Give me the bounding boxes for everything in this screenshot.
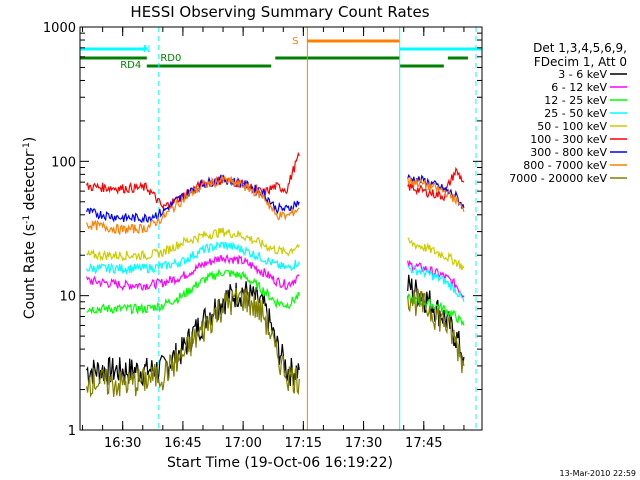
x-axis: 16:30 16:45 17:00 17:15 17:30 17:45 [82, 27, 465, 451]
chart-title: HESSI Observing Summary Count Rates [130, 3, 429, 21]
legend-label: 7000 - 20000 keV [509, 172, 607, 185]
plot-frame [79, 26, 483, 431]
legend-label: 6 - 12 keV [551, 81, 607, 94]
x-tick-label: 16:45 [164, 436, 201, 451]
annotation-n: N [143, 44, 150, 55]
x-tick-label: 17:15 [285, 436, 322, 451]
x-tick-label: 17:45 [405, 436, 442, 451]
legend-label: 50 - 100 keV [537, 120, 607, 133]
series-trace [407, 288, 465, 374]
annotation-rd4: RD4 [120, 60, 141, 71]
legend-label: 3 - 6 keV [558, 68, 607, 81]
y-axis-label-main: Count Rate (s [22, 224, 38, 319]
series-trace [86, 288, 300, 398]
series-trace [86, 175, 300, 236]
x-tick-label: 16:30 [104, 436, 141, 451]
legend-header-1: Det 1,3,4,5,6,9, [533, 41, 627, 55]
y-tick-label: 1000 [43, 21, 76, 36]
annotation-s: S [292, 36, 298, 47]
series-trace [407, 166, 465, 202]
series-trace [407, 259, 465, 299]
series-800-7000keV [86, 175, 465, 236]
series-trace [86, 227, 300, 262]
legend-label: 800 - 7000 keV [523, 159, 607, 172]
y-tick-label: 1 [68, 424, 76, 439]
x-axis-label: Start Time (19-Oct-06 16:19:22) [167, 455, 393, 471]
y-tick-label: 100 [51, 155, 76, 170]
y-axis-label-sup1: -1 [22, 215, 32, 224]
legend: Det 1,3,4,5,6,9, FDecim 1, Att 0 3 - 6 k… [509, 41, 627, 185]
series-trace [86, 268, 300, 316]
x-tick-label: 17:00 [224, 436, 261, 451]
series-trace [407, 237, 465, 271]
y-axis-label-mid: detector [22, 151, 38, 215]
state-bars [80, 39, 482, 68]
series-50-100keV [86, 227, 465, 271]
plot-area: N S RD0 RD4 1 10 100 1000 16:30 16:45 17:00 17:15… [43, 21, 483, 451]
series-7000-20000keV [86, 288, 465, 398]
series-trace [407, 264, 465, 302]
y-axis-label-end: ) [22, 137, 38, 142]
series-100-300keV [86, 151, 465, 210]
series-6-12keV [86, 253, 465, 299]
series-25-50keV [86, 241, 465, 302]
annotation-rd0: RD0 [160, 53, 181, 64]
x-tick-label: 17:30 [345, 436, 382, 451]
legend-header-2: FDecim 1, Att 0 [534, 55, 627, 69]
legend-label: 100 - 300 keV [530, 133, 607, 146]
y-axis: 1 10 100 1000 [43, 21, 482, 439]
legend-label: 300 - 800 keV [530, 146, 607, 159]
series-300-800keV [86, 173, 465, 224]
legend-label: 12 - 25 keV [544, 94, 607, 107]
series-trace [86, 174, 300, 224]
series-trace [86, 281, 300, 387]
footer-timestamp: 13-Mar-2010 22:59 [560, 469, 637, 478]
annotation-layer: N S RD0 RD4 [120, 36, 298, 71]
series-layer [86, 151, 465, 398]
y-axis-label: Count Rate (s-1 detector-1) [22, 137, 38, 319]
y-axis-label-sup2: -1 [22, 142, 32, 151]
legend-label: 25 - 50 keV [544, 107, 607, 120]
series-trace [407, 177, 465, 213]
series-trace [86, 253, 300, 292]
y-tick-label: 10 [59, 290, 76, 305]
series-trace [86, 241, 300, 276]
